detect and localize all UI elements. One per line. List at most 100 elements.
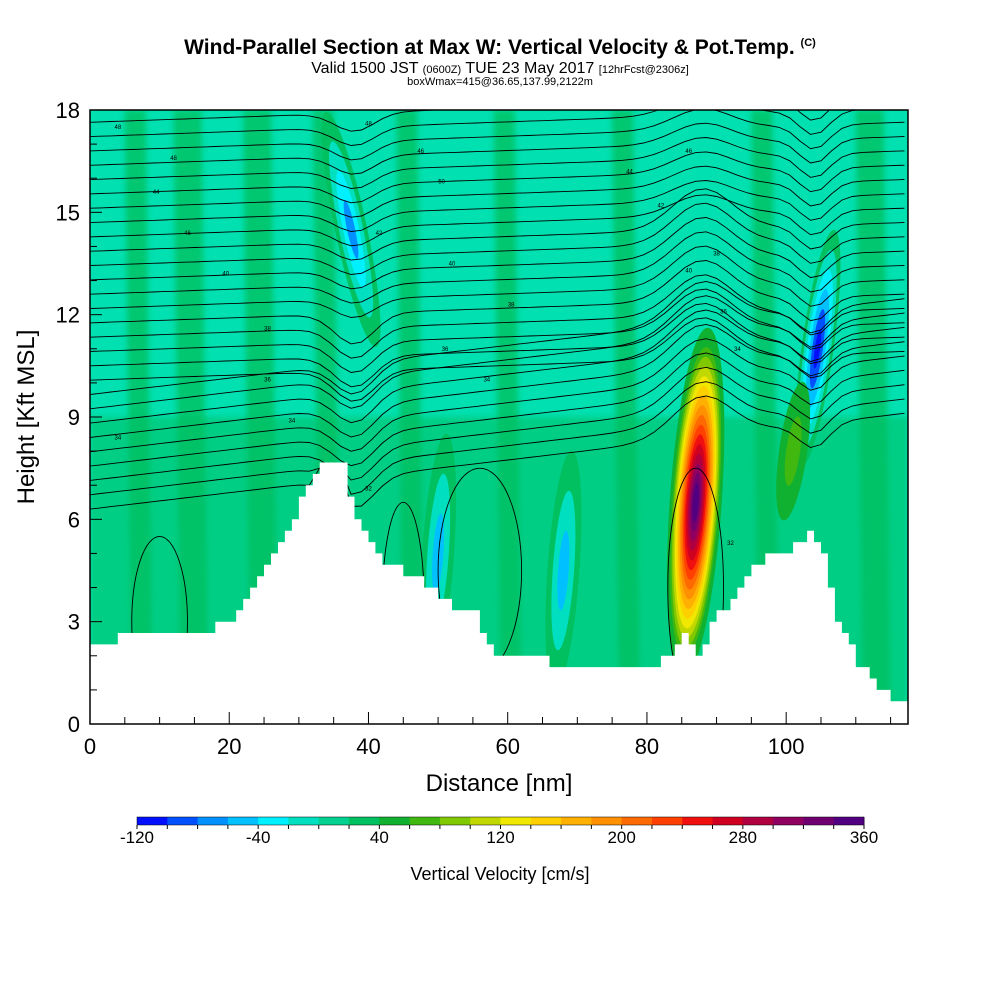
colorbar-segment <box>167 817 199 825</box>
isentrope-line <box>90 323 905 438</box>
isentrope-line <box>90 395 905 510</box>
chart-title: Wind-Parallel Section at Max W: Vertical… <box>0 36 1000 60</box>
colorbar-tick-label: -40 <box>246 828 271 847</box>
isentrope-label: 36 <box>442 347 449 353</box>
isentrope-label: 42 <box>658 204 665 210</box>
y-tick-label: 0 <box>68 712 80 737</box>
downdraft-contour <box>343 200 359 259</box>
x-tick-label: 80 <box>635 734 659 759</box>
colorbar-label: Vertical Velocity [cm/s] <box>410 864 589 884</box>
colorbar-segment <box>227 817 259 825</box>
y-tick-label: 9 <box>68 405 80 430</box>
updraft-contour <box>693 492 698 512</box>
isentrope-line <box>90 309 905 424</box>
colorbar-segment <box>742 817 774 825</box>
isentrope-line <box>90 280 905 395</box>
x-tick-label: 20 <box>217 734 241 759</box>
y-tick-label: 15 <box>56 200 80 225</box>
isentrope-line <box>90 381 905 496</box>
colorbar-segment <box>258 817 289 825</box>
isentrope-label: 36 <box>264 377 271 383</box>
isentrope-label: 32 <box>727 541 734 547</box>
utc-time: (0600Z) <box>422 64 462 76</box>
colorbar-tick-label: -120 <box>120 828 154 847</box>
isentrope-line <box>90 122 905 175</box>
colorbar-segment <box>561 817 592 825</box>
downdraft-contour <box>557 530 570 611</box>
isentrope-line <box>90 110 862 146</box>
isentrope-label: 50 <box>438 180 445 186</box>
isentrope-label: 48 <box>115 125 122 131</box>
colorbar-tick-label: 200 <box>607 828 635 847</box>
colorbar-segment <box>288 817 320 825</box>
x-tick-label: 100 <box>768 734 805 759</box>
colorbar-tick-label: 360 <box>850 828 878 847</box>
isentrope-label: 34 <box>734 347 741 353</box>
isentrope-label: 34 <box>289 418 296 424</box>
isentrope-labels: 48 48 44 46 40 38 36 34 34 48 46 50 42 40 38 36 34 32 46 44… <box>115 122 742 548</box>
box-wmax-info: boxWmax=415@36.65,137.99,2122m <box>407 76 593 88</box>
isentrope-line <box>90 110 830 132</box>
isentrope-line <box>90 366 905 481</box>
isentrope-line <box>90 352 905 467</box>
isentrope-label: 46 <box>184 231 191 237</box>
x-axis-label: Distance [nm] <box>426 770 573 797</box>
isentrope-line <box>90 302 905 388</box>
y-tick-label: 12 <box>56 303 80 328</box>
colorbar-segment <box>439 817 471 825</box>
valid-time: Valid 1500 JST <box>311 60 419 77</box>
colorbar-segment <box>197 817 229 825</box>
chart-subtitle: Valid 1500 JST (0600Z) TUE 23 May 2017 [… <box>0 60 1000 78</box>
valid-date: TUE 23 May 2017 <box>465 60 595 77</box>
x-axis: 0 20 40 60 80 100 <box>84 712 892 759</box>
colorbar-segment <box>621 817 653 825</box>
colorbar-segment <box>530 817 562 825</box>
colorbar-segment <box>409 817 441 825</box>
colorbar-segment <box>318 817 350 825</box>
isentrope-line <box>90 137 905 189</box>
colorbar-segment <box>712 817 744 825</box>
colorbar-segment <box>500 817 532 825</box>
isentrope-label: 40 <box>685 268 692 274</box>
isentrope-label: 42 <box>376 231 383 237</box>
y-axis: 0 3 6 9 12 15 18 <box>56 98 102 737</box>
isentrope-line <box>90 317 905 402</box>
x-tick-label: 0 <box>84 734 96 759</box>
isentrope-label: 46 <box>685 149 692 155</box>
isentrope-line <box>90 165 905 218</box>
colorbar-tick-label: 40 <box>370 828 389 847</box>
y-tick-label: 18 <box>56 98 80 123</box>
colorbar-segment <box>591 817 623 825</box>
isentrope-label: 36 <box>720 309 727 315</box>
colorbar-segment <box>682 817 714 825</box>
isentrope-label: 48 <box>170 156 177 162</box>
isentrope-line <box>90 110 905 161</box>
isentrope-label: 34 <box>483 377 490 383</box>
isentrope-line <box>90 188 905 261</box>
isentrope-line <box>90 194 905 247</box>
isentrope-line <box>90 231 905 304</box>
colorbar-segment <box>379 817 411 825</box>
isentrope-label: 38 <box>508 302 515 308</box>
chart-title-text: Wind-Parallel Section at Max W: Vertical… <box>184 36 795 59</box>
plot-area: 48 48 44 46 40 38 36 34 34 48 46 50 42 40 38 36 34 32 46 44… <box>90 110 908 724</box>
isentrope-label: 40 <box>449 262 456 268</box>
isentrope-line <box>90 180 905 232</box>
y-axis-label: Height [Kft MSL] <box>13 330 40 505</box>
isentrope-line <box>90 295 905 410</box>
copyright-mark: (C) <box>800 37 816 49</box>
isentrope-label: 48 <box>365 122 372 128</box>
isentrope-label: 46 <box>417 149 424 155</box>
isentrope-line <box>90 245 905 318</box>
isentrope-label: 44 <box>626 169 633 175</box>
isentrope-label: 44 <box>153 190 160 196</box>
isentrope-label: 40 <box>222 272 229 278</box>
colorbar-segment <box>803 817 835 825</box>
updraft-contour <box>788 433 798 469</box>
x-tick-label: 40 <box>356 734 380 759</box>
colorbar-segment <box>773 817 804 825</box>
forecast-info: [12hrFcst@2306z] <box>598 64 689 76</box>
isentrope-label: 38 <box>264 326 271 332</box>
isentrope-label: 34 <box>115 435 122 441</box>
